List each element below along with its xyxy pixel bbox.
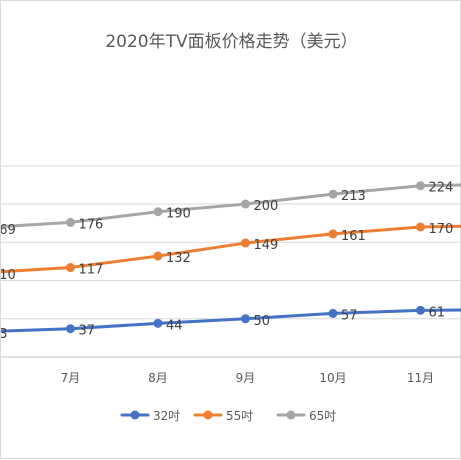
data-point <box>153 318 163 328</box>
data-point <box>241 199 250 209</box>
data-label: 200 <box>254 199 279 214</box>
legend-marker <box>203 410 213 420</box>
data-label: 176 <box>79 217 104 232</box>
x-tick-label: 10月 <box>319 371 346 385</box>
legend-label: 55吋 <box>226 409 253 423</box>
chart-title: 2020年TV面板价格走势（美元） <box>105 32 358 52</box>
x-tick-label: 8月 <box>148 371 168 385</box>
data-point <box>416 181 425 191</box>
data-label: 132 <box>166 251 191 266</box>
legend-marker <box>130 410 140 420</box>
data-point <box>66 217 75 227</box>
data-label: 44 <box>166 318 183 333</box>
legend-label: 65吋 <box>309 409 336 423</box>
data-point <box>328 189 338 199</box>
data-point <box>66 324 75 334</box>
data-point <box>241 238 250 248</box>
data-label: 50 <box>254 314 271 329</box>
x-tick-label: 11月 <box>407 371 434 385</box>
data-label: 170 <box>429 222 454 237</box>
legend: 32吋 55吋 65吋 <box>120 409 336 423</box>
data-label: 110 <box>1 268 16 283</box>
data-point <box>416 305 425 315</box>
data-point <box>241 314 250 324</box>
data-point <box>153 251 163 261</box>
legend-label: 32吋 <box>153 409 180 423</box>
data-label: 169 <box>1 223 16 238</box>
series-lines: 3337445057616211011713214916117017216917… <box>1 181 461 342</box>
data-point <box>66 263 75 273</box>
data-label: 149 <box>254 238 279 253</box>
data-label: 213 <box>341 189 366 204</box>
data-point <box>328 229 338 239</box>
legend-marker <box>286 410 296 420</box>
data-label: 33 <box>1 327 8 342</box>
data-label: 224 <box>429 181 454 196</box>
data-point <box>153 207 163 217</box>
data-label: 161 <box>341 229 366 244</box>
data-label: 37 <box>79 324 96 339</box>
data-point <box>416 222 425 232</box>
data-label: 57 <box>341 308 358 323</box>
data-label: 61 <box>429 305 446 320</box>
x-tick-label: 9月 <box>236 371 256 385</box>
x-axis: 7月 8月 9月 10月 11月 <box>61 371 434 385</box>
data-label: 117 <box>79 263 104 278</box>
data-label: 190 <box>166 207 191 222</box>
x-tick-label: 7月 <box>61 371 81 385</box>
data-point <box>328 308 338 318</box>
